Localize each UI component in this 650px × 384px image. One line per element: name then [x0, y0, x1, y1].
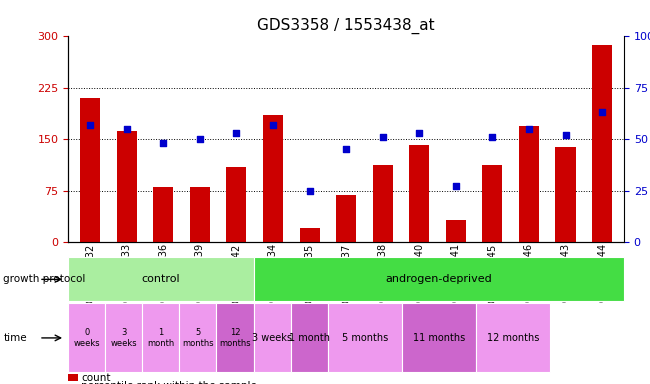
Bar: [556, 147, 575, 242]
Point: [524, 126, 534, 132]
Text: androgen-deprived: androgen-deprived: [385, 274, 492, 285]
Point: [231, 130, 242, 136]
Bar: [519, 126, 539, 242]
Point: [158, 140, 168, 146]
Point: [488, 134, 498, 140]
Bar: [153, 187, 174, 242]
Text: 12 months: 12 months: [487, 333, 539, 343]
Point: [122, 126, 132, 132]
Bar: [410, 145, 429, 242]
Bar: [372, 165, 393, 242]
Text: 1
month: 1 month: [148, 328, 174, 348]
Text: 3 weeks: 3 weeks: [252, 333, 292, 343]
Text: 3
weeks: 3 weeks: [111, 328, 137, 348]
Point: [195, 136, 205, 142]
Text: 11 months: 11 months: [413, 333, 465, 343]
Point: [85, 122, 96, 128]
Text: growth protocol: growth protocol: [3, 274, 86, 285]
Bar: [336, 195, 356, 242]
Text: control: control: [142, 274, 180, 285]
Bar: [300, 228, 320, 242]
Point: [341, 146, 351, 152]
Bar: [190, 187, 210, 242]
Text: percentile rank within the sample: percentile rank within the sample: [81, 381, 257, 384]
Point: [268, 122, 278, 128]
Point: [378, 134, 388, 140]
Text: time: time: [3, 333, 27, 343]
Bar: [446, 220, 466, 242]
Bar: [263, 115, 283, 242]
Text: 12
months: 12 months: [219, 328, 251, 348]
Bar: [226, 167, 246, 242]
Point: [304, 187, 315, 194]
Text: 1 month: 1 month: [289, 333, 330, 343]
Text: count: count: [81, 373, 110, 383]
Bar: [592, 45, 612, 242]
Point: [560, 132, 571, 138]
Point: [597, 109, 607, 116]
Point: [450, 184, 461, 190]
Bar: [80, 98, 100, 242]
Text: 5
months: 5 months: [182, 328, 214, 348]
Title: GDS3358 / 1553438_at: GDS3358 / 1553438_at: [257, 18, 435, 34]
Text: 5 months: 5 months: [341, 333, 388, 343]
Bar: [117, 131, 136, 242]
Bar: [482, 165, 502, 242]
Text: 0
weeks: 0 weeks: [73, 328, 100, 348]
Point: [414, 130, 424, 136]
